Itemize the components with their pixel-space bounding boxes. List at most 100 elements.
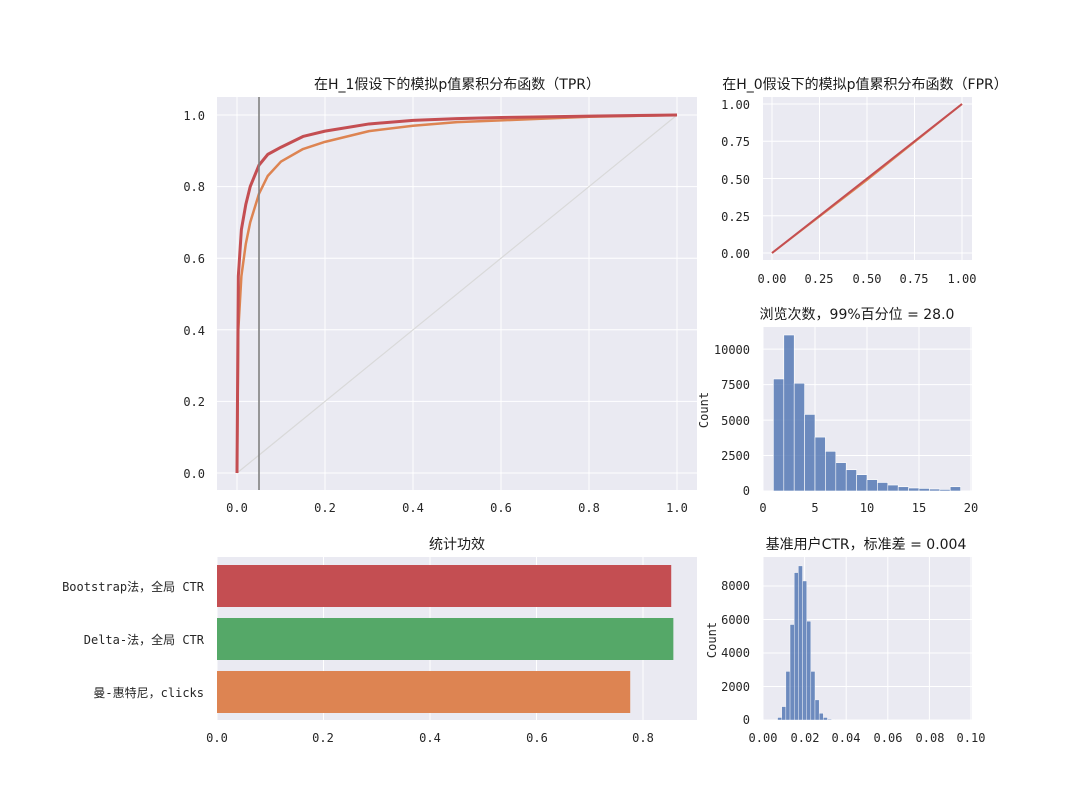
ctr-ytick: 0 <box>743 713 750 727</box>
tpr-ytick: 0.6 <box>183 252 205 266</box>
tpr-ytick: 0.2 <box>183 395 205 409</box>
ctr-bar <box>789 624 795 721</box>
ctr-bar <box>823 717 828 721</box>
tpr-gridlines <box>217 97 697 490</box>
fpr-x-ticks: 0.00 0.25 0.50 0.75 1.00 <box>758 272 977 286</box>
power-bars <box>217 565 674 713</box>
tpr-title: 在H_1假设下的模拟p值累积分布函数（TPR） <box>314 77 600 93</box>
power-label-mannwhitney: 曼-惠特尼，clicks <box>93 685 204 700</box>
views-ytick: 5000 <box>721 414 750 428</box>
views-ytick: 7500 <box>721 378 750 392</box>
ctr-xtick: 0.02 <box>791 731 820 745</box>
tpr-ytick: 0.4 <box>183 324 205 338</box>
fpr-ytick: 0.75 <box>721 135 750 149</box>
views-bar <box>783 334 795 492</box>
fpr-ytick: 1.00 <box>721 98 750 112</box>
views-bar <box>773 378 785 492</box>
ctr-bar <box>794 572 799 721</box>
views-bar <box>939 489 951 492</box>
views-bar <box>814 436 826 492</box>
views-y-label: Count <box>697 392 711 428</box>
views-bar <box>918 488 930 492</box>
fpr-ytick: 0.25 <box>721 210 750 224</box>
views-xtick: 15 <box>912 501 926 515</box>
ctr-xtick: 0.04 <box>832 731 861 745</box>
power-xtick: 0.4 <box>419 731 441 745</box>
views-bar <box>877 482 889 492</box>
power-xtick: 0.8 <box>632 731 654 745</box>
power-x-ticks: 0.0 0.2 0.4 0.6 0.8 <box>206 731 654 745</box>
tpr-y-ticks: 0.0 0.2 0.4 0.6 0.8 1.0 <box>183 109 205 481</box>
views-bar <box>887 484 899 492</box>
views-bar <box>793 382 805 492</box>
tpr-xtick: 0.4 <box>402 501 424 515</box>
fpr-xtick: 0.00 <box>758 272 787 286</box>
views-xtick: 5 <box>811 501 818 515</box>
views-ytick: 10000 <box>714 343 750 357</box>
ctr-x-ticks: 0.00 0.02 0.04 0.06 0.08 0.10 <box>749 731 986 745</box>
power-xtick: 0.0 <box>206 731 228 745</box>
tpr-xtick: 1.0 <box>666 501 688 515</box>
ctr-bar <box>785 671 791 721</box>
ctr-ytick: 2000 <box>721 680 750 694</box>
views-bar <box>949 486 961 492</box>
ctr-bar <box>798 565 803 721</box>
fpr-series <box>771 103 963 254</box>
tpr-series <box>235 97 678 490</box>
views-y-ticks: 0 2500 5000 7500 10000 <box>714 343 750 498</box>
tpr-ytick: 1.0 <box>183 109 205 123</box>
power-label-delta: Delta-法，全局 CTR <box>84 632 205 647</box>
power-bar <box>217 618 674 660</box>
fpr-xtick: 1.00 <box>948 272 977 286</box>
ctr-bar <box>818 713 824 721</box>
views-xtick: 10 <box>860 501 874 515</box>
ctr-title: 基准用户CTR，标准差 = 0.004 <box>766 536 967 553</box>
fpr-ytick: 0.00 <box>721 247 750 261</box>
views-bar <box>897 486 909 492</box>
ctr-ytick: 4000 <box>721 646 750 660</box>
views-bar <box>856 474 868 492</box>
tpr-xtick: 0.6 <box>490 501 512 515</box>
tpr-xtick: 0.0 <box>226 501 248 515</box>
views-title: 浏览次数，99%百分位 = 28.0 <box>760 307 955 323</box>
tpr-series-orange <box>235 113 678 474</box>
ctr-ytick: 8000 <box>721 579 750 593</box>
views-bar <box>835 462 847 492</box>
fpr-y-ticks: 0.00 0.25 0.50 0.75 1.00 <box>721 98 750 261</box>
ctr-bar <box>781 706 787 721</box>
fpr-series-red <box>771 103 963 254</box>
power-category-labels: Bootstrap法，全局 CTR Delta-法，全局 CTR 曼-惠特尼，c… <box>62 579 205 700</box>
ctr-ytick: 6000 <box>721 613 750 627</box>
views-xtick: 20 <box>964 501 978 515</box>
power-xtick: 0.2 <box>312 731 334 745</box>
views-x-ticks: 0 5 10 15 20 <box>759 501 978 515</box>
views-bar <box>825 450 837 492</box>
views-bar <box>929 488 941 492</box>
power-bar <box>217 671 631 713</box>
tpr-x-ticks: 0.0 0.2 0.4 0.6 0.8 1.0 <box>226 501 688 515</box>
ctr-xtick: 0.06 <box>874 731 903 745</box>
power-label-bootstrap: Bootstrap法，全局 CTR <box>62 579 205 594</box>
ctr-bar <box>827 718 832 721</box>
power-bar <box>217 565 672 607</box>
views-ytick: 2500 <box>721 449 750 463</box>
power-xtick: 0.6 <box>526 731 548 745</box>
ctr-xtick: 0.00 <box>749 731 778 745</box>
views-histogram-bars <box>773 334 961 492</box>
ctr-y-ticks: 0 2000 4000 6000 8000 <box>721 579 750 727</box>
tpr-ytick: 0.0 <box>183 467 205 481</box>
views-ytick: 0 <box>743 484 750 498</box>
ctr-xtick: 0.08 <box>916 731 945 745</box>
tpr-ytick: 0.8 <box>183 180 205 194</box>
views-bar <box>845 469 857 492</box>
ctr-xtick: 0.10 <box>957 731 986 745</box>
tpr-series-red <box>235 113 678 474</box>
ctr-histogram-bars <box>777 565 837 721</box>
tpr-xtick: 0.8 <box>578 501 600 515</box>
ctr-bar <box>814 699 820 721</box>
ctr-bar <box>777 717 782 721</box>
power-title: 统计功效 <box>429 537 485 553</box>
tpr-xtick: 0.2 <box>314 501 336 515</box>
ctr-bar <box>802 580 807 721</box>
